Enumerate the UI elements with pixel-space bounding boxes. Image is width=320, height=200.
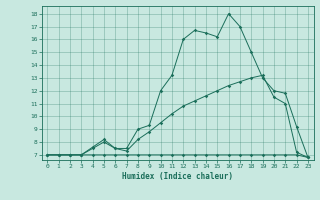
X-axis label: Humidex (Indice chaleur): Humidex (Indice chaleur) bbox=[122, 172, 233, 181]
